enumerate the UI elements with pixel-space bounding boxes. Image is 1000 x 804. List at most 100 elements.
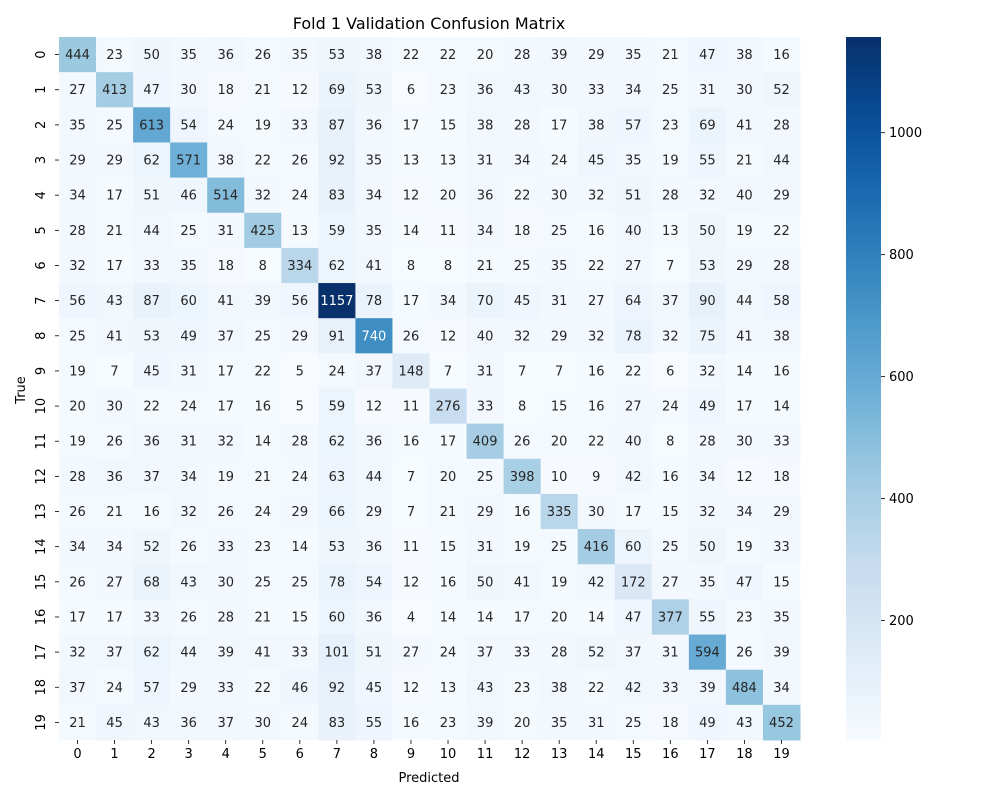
heatmap-cell — [688, 318, 727, 354]
y-axis-label: True — [14, 376, 29, 405]
colorbar-tick-label: 800 — [889, 248, 914, 263]
cell-value-label: 24 — [292, 189, 309, 204]
cell-value-label: 27 — [403, 646, 420, 661]
x-tick-label: 0 — [73, 747, 81, 762]
cell-value-label: 63 — [329, 470, 346, 485]
heatmap-cell — [133, 107, 171, 143]
heatmap-cell — [725, 493, 764, 530]
cell-value-label: 17 — [106, 259, 123, 274]
heatmap-cell — [577, 353, 616, 389]
cell-value-label: 25 — [477, 470, 494, 485]
cell-value-label: 21 — [255, 610, 272, 625]
cell-value-label: 16 — [514, 505, 531, 520]
heatmap-cell — [59, 599, 97, 636]
heatmap-cell — [355, 72, 393, 108]
heatmap-cell — [614, 529, 653, 565]
cell-value-label: 22 — [403, 48, 420, 63]
heatmap-cell — [59, 247, 97, 284]
x-tick-label: 13 — [551, 747, 568, 762]
cell-value-label: 33 — [143, 259, 160, 274]
heatmap-cell — [281, 107, 319, 143]
heatmap-cell — [725, 353, 764, 389]
cell-value-label: 43 — [106, 294, 123, 309]
cell-value-label: 16 — [588, 224, 605, 239]
heatmap-cell — [281, 458, 319, 495]
cell-value-label: 20 — [440, 470, 457, 485]
heatmap-cell — [762, 72, 801, 108]
heatmap-cell — [466, 564, 505, 600]
heatmap-cell — [244, 458, 282, 495]
heatmap-cell — [318, 669, 356, 706]
cell-value-label: 9 — [592, 470, 600, 485]
heatmap-cell — [651, 458, 690, 495]
cell-value-label: 29 — [477, 505, 494, 520]
cell-value-label: 19 — [736, 224, 753, 239]
heatmap-cell — [651, 388, 690, 425]
heatmap-cell — [96, 177, 134, 214]
cell-value-label: 31 — [180, 435, 197, 450]
cell-value-label: 38 — [366, 48, 383, 63]
heatmap-cell — [466, 704, 505, 741]
cell-value-label: 41 — [366, 259, 383, 274]
cell-value-label: 59 — [329, 400, 346, 415]
heatmap-cell — [688, 704, 727, 741]
heatmap-cell — [281, 142, 319, 179]
cell-value-label: 30 — [551, 189, 568, 204]
cell-value-label: 25 — [180, 224, 197, 239]
cell-value-label: 21 — [736, 154, 753, 169]
cell-value-label: 35 — [180, 259, 197, 274]
heatmap-cell — [762, 493, 801, 530]
heatmap-cell — [392, 634, 430, 671]
x-tick-label: 5 — [259, 747, 267, 762]
heatmap-cell — [577, 177, 616, 214]
cell-value-label: 24 — [662, 400, 679, 415]
cell-value-label: 37 — [625, 646, 642, 661]
y-tick-label: 2 — [34, 121, 49, 129]
heatmap-cell — [503, 212, 542, 249]
cell-value-label: 12 — [403, 575, 420, 590]
cell-value-label: 38 — [477, 118, 494, 133]
heatmap-cell — [133, 599, 171, 636]
cell-value-label: 44 — [143, 224, 160, 239]
heatmap-cell — [281, 212, 319, 249]
heatmap-cell — [392, 388, 430, 425]
heatmap-cell — [614, 704, 653, 741]
heatmap-cell — [466, 72, 505, 108]
heatmap-cell — [466, 388, 505, 425]
cell-value-label: 21 — [106, 505, 123, 520]
heatmap-cell — [725, 247, 764, 284]
cell-value-label: 22 — [588, 435, 605, 450]
heatmap-cell — [503, 142, 542, 179]
cell-value-label: 8 — [407, 259, 415, 274]
cell-value-label: 35 — [366, 224, 383, 239]
cell-value-label: 56 — [292, 294, 309, 309]
heatmap-cell — [577, 458, 616, 495]
heatmap-cell — [466, 599, 505, 636]
cell-value-label: 28 — [551, 646, 568, 661]
cell-value-label: 37 — [662, 294, 679, 309]
cell-value-label: 22 — [588, 259, 605, 274]
cell-value-label: 148 — [399, 364, 424, 379]
y-tick-label: 4 — [34, 191, 49, 199]
heatmap-cell — [429, 247, 468, 284]
heatmap-cell — [318, 212, 356, 249]
heatmap-cell — [577, 493, 616, 530]
heatmap-cell — [466, 107, 505, 143]
heatmap-cell — [540, 599, 579, 636]
y-tick-label: 8 — [34, 332, 49, 340]
cell-value-label: 25 — [662, 83, 679, 98]
heatmap-cell — [540, 634, 579, 671]
x-tick-label: 16 — [662, 747, 679, 762]
heatmap-cell — [503, 388, 542, 425]
cell-value-label: 33 — [514, 646, 531, 661]
heatmap-cell — [577, 142, 616, 179]
cell-value-label: 87 — [143, 294, 160, 309]
heatmap-cell — [207, 669, 245, 706]
cell-value-label: 35 — [625, 48, 642, 63]
cell-value-label: 37 — [477, 646, 494, 661]
cell-value-label: 92 — [329, 681, 346, 696]
heatmap-cell — [318, 318, 356, 354]
cell-value-label: 75 — [699, 329, 716, 344]
heatmap-cell — [170, 423, 208, 460]
cell-value-label: 335 — [547, 505, 572, 520]
